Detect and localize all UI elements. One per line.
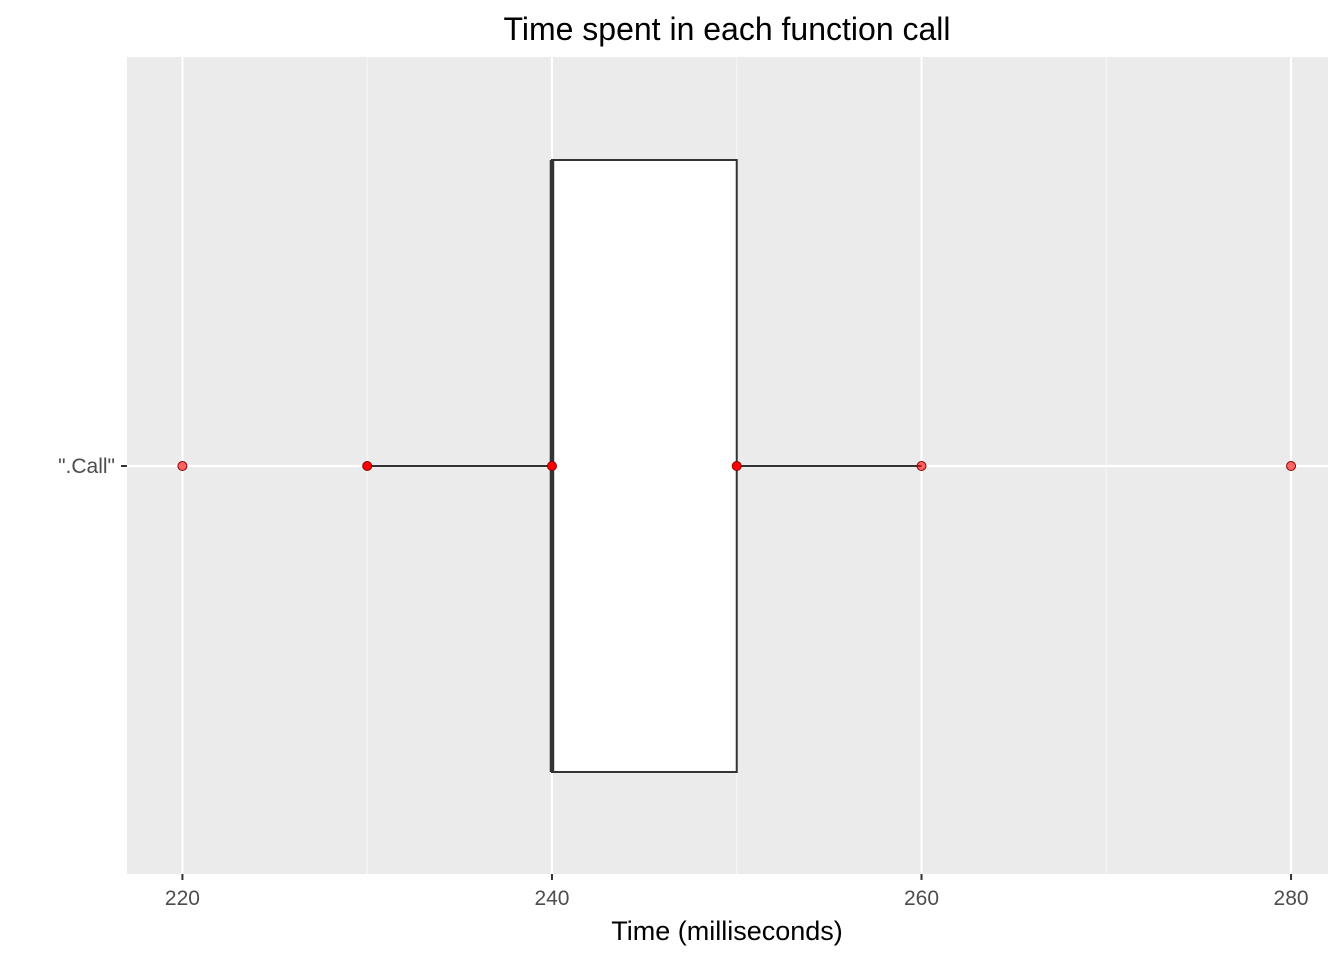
x-axis-ticks: 220 240 260 280 [165,874,1309,910]
box-iqr [550,159,738,773]
y-axis-ticks: ".Call" [58,455,127,478]
chart-title: Time spent in each function call [503,11,950,47]
box-layer [367,159,922,773]
y-tick-label: ".Call" [58,455,115,478]
x-axis-title: Time (milliseconds) [611,916,843,946]
x-tick-label: 280 [1274,887,1309,910]
data-point [546,461,557,471]
data-point [916,461,927,471]
data-point [177,461,188,471]
x-tick-label: 220 [165,887,200,910]
data-point [1286,461,1297,471]
data-point [731,461,742,471]
x-tick-label: 260 [904,887,939,910]
x-tick-label: 240 [534,887,569,910]
data-points [177,461,1297,471]
data-point [362,461,373,471]
